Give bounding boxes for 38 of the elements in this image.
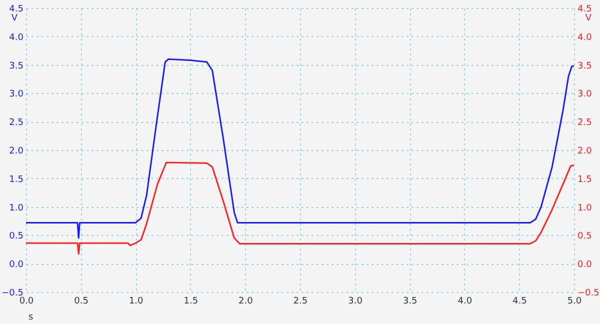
y2-tick-label: −0.5 [578,288,600,298]
y2-axis-title: V [585,14,592,24]
x-tick-label: 0.0 [19,296,34,306]
y-tick-label: 0.5 [9,232,24,242]
y-tick-label: −0.5 [2,288,24,298]
x-tick-label: 3.5 [402,296,418,306]
y2-tick-label: 3.0 [578,90,592,100]
x-tick-label: 3.0 [348,296,363,306]
y-tick-label: 4.5 [9,4,24,14]
x-tick-label: 4.5 [512,296,527,306]
x-tick-label: 1.5 [184,296,198,306]
y2-tick-label: 3.5 [578,61,592,72]
y2-tick-label: 4.5 [578,4,592,14]
y2-tick-label: 0.5 [578,232,592,242]
line-series [26,58,574,239]
y-tick-label: 2.0 [9,146,24,156]
x-tick-label: 0.5 [74,296,88,306]
y-axis-title: V [11,14,18,24]
y-tick-label: 3.5 [9,61,24,72]
y-tick-label: 2.5 [9,118,24,128]
y2-tick-label: 1.0 [578,203,592,214]
x-tick-label: 1.0 [128,296,144,306]
y-tick-label: 4.0 [9,32,24,43]
x-tick-label: 5.0 [567,296,582,306]
y-tick-label: 0.0 [9,260,24,270]
y-tick-label: 1.5 [9,174,24,185]
x-tick-label: 2.5 [293,296,308,306]
y2-tick-label: 1.5 [578,174,592,185]
y2-tick-label: 0.0 [578,260,592,270]
x-axis-title: s [28,312,34,322]
x-tick-label: 2.0 [238,296,254,306]
x-tick-label: 4.0 [458,296,472,306]
y2-tick-label: 4.0 [578,32,592,43]
y-tick-label: 3.0 [9,90,24,100]
y2-tick-label: 2.5 [578,118,592,128]
y2-tick-label: 2.0 [578,146,592,156]
line-series [26,162,574,255]
y-tick-label: 1.0 [9,203,24,214]
